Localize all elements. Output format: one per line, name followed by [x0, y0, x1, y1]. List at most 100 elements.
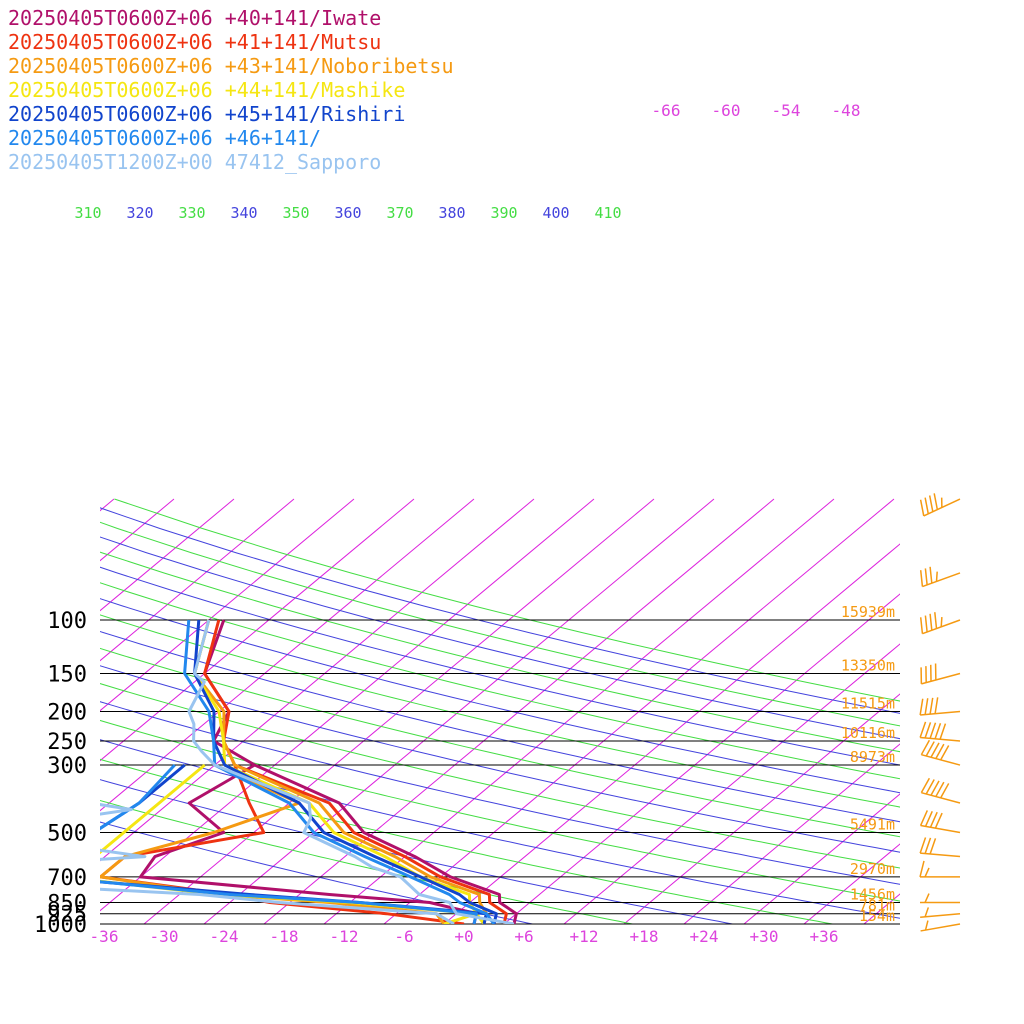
chart-legend: 20250405T0600Z+06 +40+141/Iwate 20250405T… [8, 6, 454, 174]
wind-barb [920, 893, 960, 904]
dry-adiabat-line [100, 536, 900, 740]
pressure-label: 250 [47, 730, 87, 755]
dry-adiabat-line [100, 598, 900, 794]
isotherm-line [143, 498, 655, 924]
temperature-tick-label: +36 [810, 927, 839, 946]
isotherm-line [100, 498, 355, 712]
dry-adiabat-line [100, 758, 836, 924]
wind-barb [919, 566, 961, 588]
wind-barb [920, 777, 961, 804]
isotherm-line [743, 793, 900, 924]
isotherm-line [803, 843, 900, 924]
wind-barb [920, 739, 961, 766]
series-temperature-line [193, 619, 488, 924]
wind-barb [919, 810, 961, 834]
isotherm-line [323, 498, 835, 924]
dry-adiabat-line [100, 582, 900, 780]
height-label: 11515m [841, 695, 895, 713]
temperature-tick-label: +0 [454, 927, 473, 946]
theta-label: 370 [386, 204, 413, 222]
legend-entry: 20250405T0600Z+06 +45+141/Rishiri [8, 102, 406, 126]
series-dewpoint-line [100, 803, 455, 924]
isotherm-line [443, 543, 900, 924]
legend-entry: 20250405T0600Z+06 +41+141/Mutsu [8, 30, 382, 54]
isotherm-line [916, 499, 1024, 930]
dry-adiabat-line [100, 566, 900, 766]
pressure-label: 500 [47, 821, 87, 846]
height-label: 10116m [841, 724, 895, 742]
upper-temperature-label: -66 [652, 101, 681, 120]
wind-barb [919, 860, 960, 878]
isotherm-line [263, 498, 775, 924]
temperature-tick-label: -24 [210, 927, 239, 946]
theta-label: 340 [230, 204, 257, 222]
theta-label: 320 [126, 204, 153, 222]
dry-adiabat-line [100, 701, 900, 885]
isotherm-line [203, 498, 715, 924]
isotherm-line [100, 498, 415, 762]
pressure-label: 700 [47, 866, 87, 891]
theta-label: 360 [334, 204, 361, 222]
series-temperature-line [203, 619, 508, 924]
isotherm-line [383, 498, 895, 924]
temperature-tick-label: +30 [750, 927, 779, 946]
wind-barb [919, 697, 961, 716]
legend-entry: 20250405T0600Z+06 +46+141/ [8, 126, 322, 150]
legend-entry: 20250405T0600Z+06 +40+141/Iwate [8, 6, 382, 30]
theta-label: 400 [542, 204, 569, 222]
legend-entry: 20250405T0600Z+06 +44+141/Mashike [8, 78, 406, 102]
theta-label: 330 [178, 204, 205, 222]
sounding-series [100, 619, 518, 924]
wind-barb [919, 493, 961, 517]
series-temperature-line [183, 619, 496, 924]
isotherm-line [0, 499, 54, 930]
temperature-tick-label: +18 [630, 927, 659, 946]
temperature-tick-label: +24 [690, 927, 719, 946]
isotherm-line [100, 498, 235, 612]
temperature-tick-label: +6 [514, 927, 533, 946]
temperature-tick-label: -36 [90, 927, 119, 946]
height-label: 8973m [850, 748, 895, 766]
dry-adiabat-line [100, 614, 900, 808]
dry-adiabat-line [100, 521, 900, 727]
height-label: 1456m [850, 886, 895, 904]
height-label: 154m [859, 907, 895, 925]
legend-entry: 20250405T1200Z+00 47412_Sapporo [8, 150, 382, 174]
theta-label: 390 [490, 204, 517, 222]
series-temperature-line [187, 619, 515, 924]
upper-temperature-label: -60 [712, 101, 741, 120]
temperature-tick-label: -30 [150, 927, 179, 946]
upper-temperature-label: -48 [832, 101, 861, 120]
series-temperature-line [193, 619, 498, 924]
wind-barb [919, 612, 961, 635]
dry-adiabat-line [100, 665, 900, 853]
dry-adiabat-line [100, 799, 636, 924]
legend-entry: 20250405T0600Z+06 +43+141/Noboribetsu [8, 54, 454, 78]
isotherm-line [100, 498, 535, 862]
isotherm-line [623, 693, 900, 924]
dry-adiabat-line [100, 683, 900, 869]
dry-adiabat-line [100, 719, 900, 902]
isotherm-line [563, 643, 900, 924]
temperature-tick-label: +12 [570, 927, 599, 946]
height-label: 2970m [850, 860, 895, 878]
pressure-label: 100 [47, 609, 87, 634]
series-dewpoint-line [100, 763, 478, 924]
theta-label: 350 [282, 204, 309, 222]
wind-barb [919, 837, 961, 858]
theta-label: 310 [74, 204, 101, 222]
dry-adiabat-line [100, 630, 900, 823]
isotherm-line [100, 498, 295, 662]
dry-adiabat-line [100, 647, 900, 838]
theta-label: 410 [594, 204, 621, 222]
height-label: 5491m [850, 815, 895, 833]
upper-temperature-label: -54 [772, 101, 801, 120]
temperature-tick-label: -18 [270, 927, 299, 946]
pressure-label: 200 [47, 701, 87, 726]
theta-label: 380 [438, 204, 465, 222]
temperature-tick-label: -6 [394, 927, 413, 946]
pressure-label: 850 [47, 892, 87, 917]
pressure-label: 300 [47, 754, 87, 779]
